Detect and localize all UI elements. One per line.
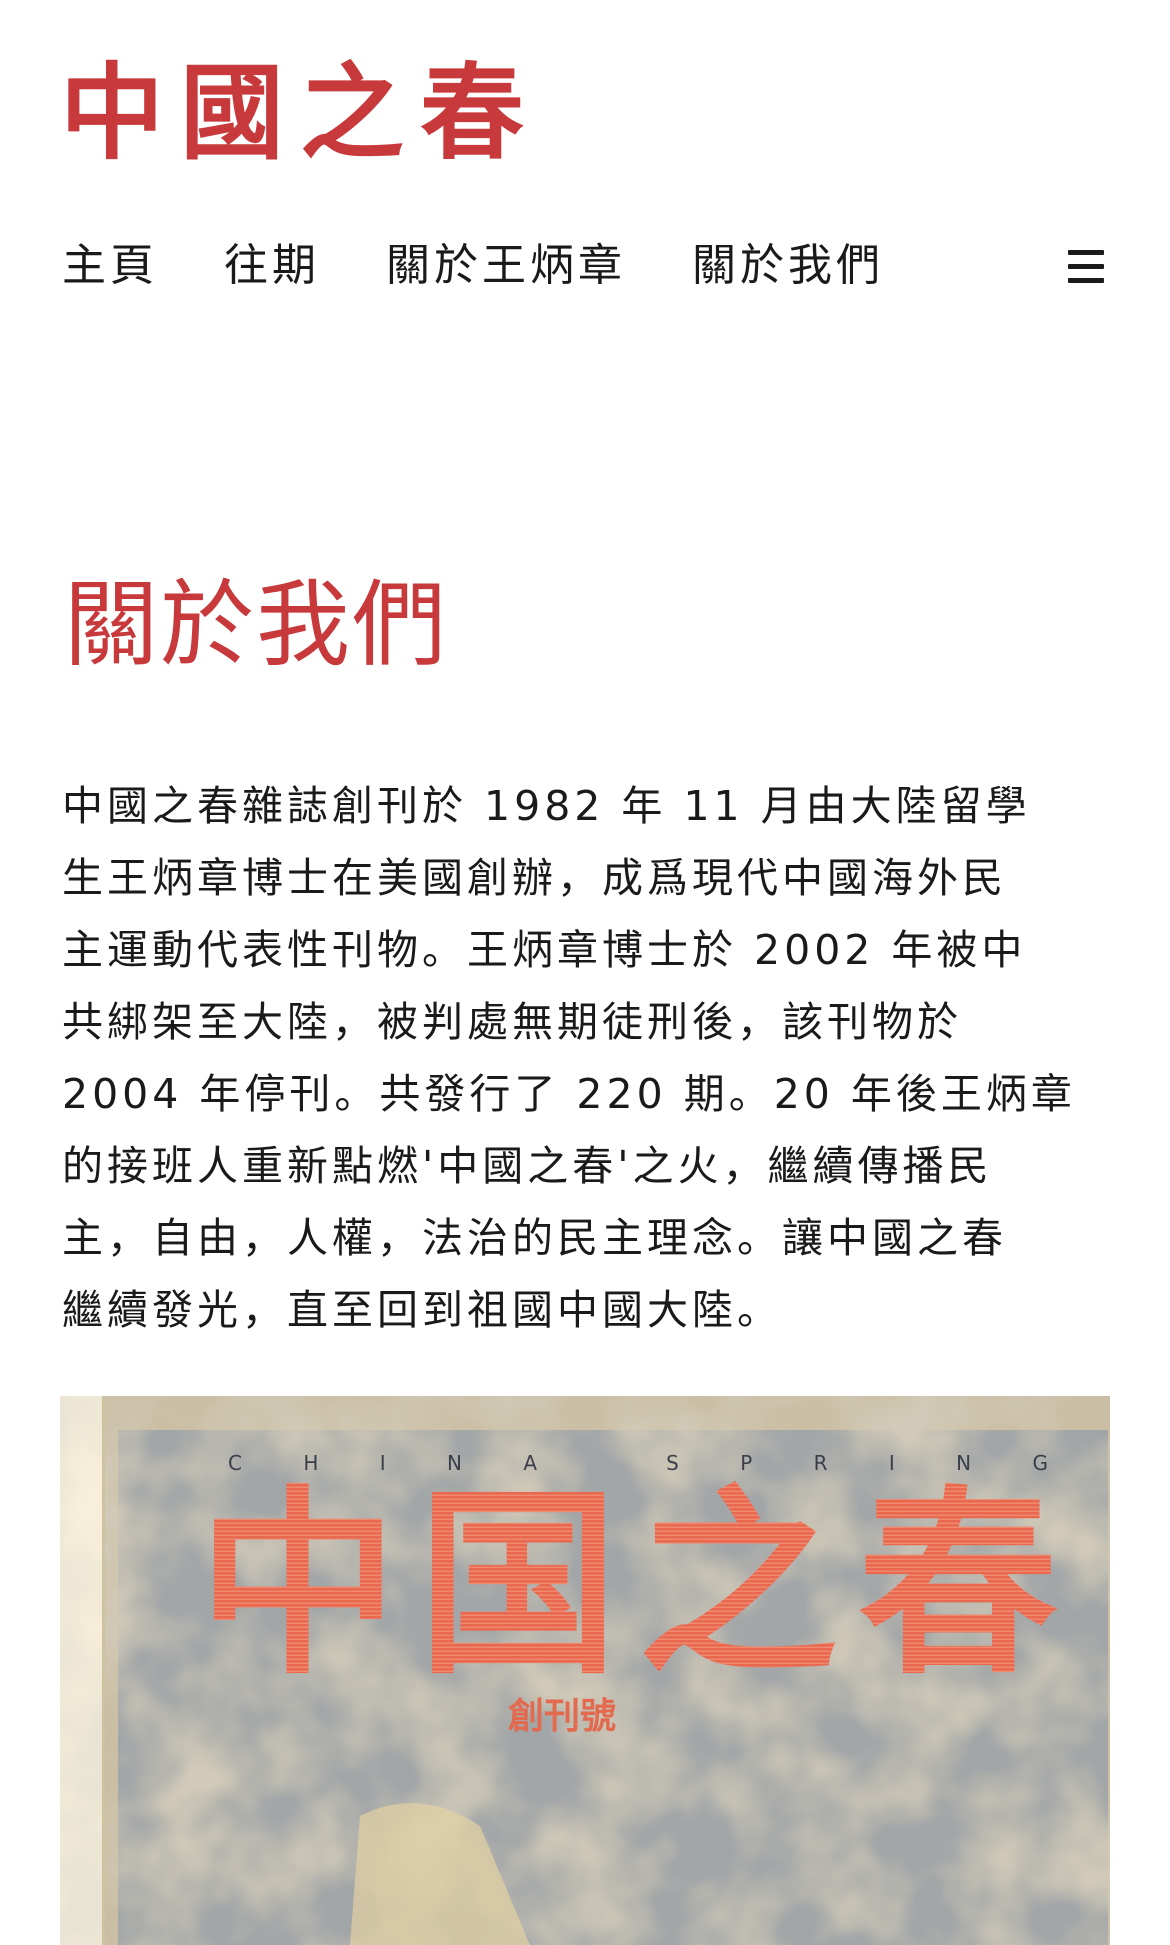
magazine-cover-image: CHINA SPRING 中国之春 創刊號 [60,1396,1110,1945]
main-nav: 主頁 往期 關於王炳章 關於我們 [62,236,884,296]
hamburger-menu-icon[interactable] [1068,250,1104,284]
cover-issue-label: 創刊號 [508,1695,616,1737]
cover-edge [102,1396,105,1945]
cover-shadow [350,1803,530,1945]
nav-item-about-wang-bingzhang[interactable]: 關於王炳章 [386,240,626,291]
page-title: 關於我們 [64,571,449,680]
nav-item-past-issues[interactable]: 往期 [224,240,320,291]
nav-item-home[interactable]: 主頁 [62,240,158,291]
cover-grain [102,1396,1110,1945]
nav-item-about-us[interactable]: 關於我們 [692,240,884,291]
about-paragraph: 中國之春雜誌創刊於 1982 年 11 月由大陸留學 生王炳章博士在美國創辦，成… [62,782,1076,1334]
site-logo[interactable]: 中國之春 [60,51,541,174]
